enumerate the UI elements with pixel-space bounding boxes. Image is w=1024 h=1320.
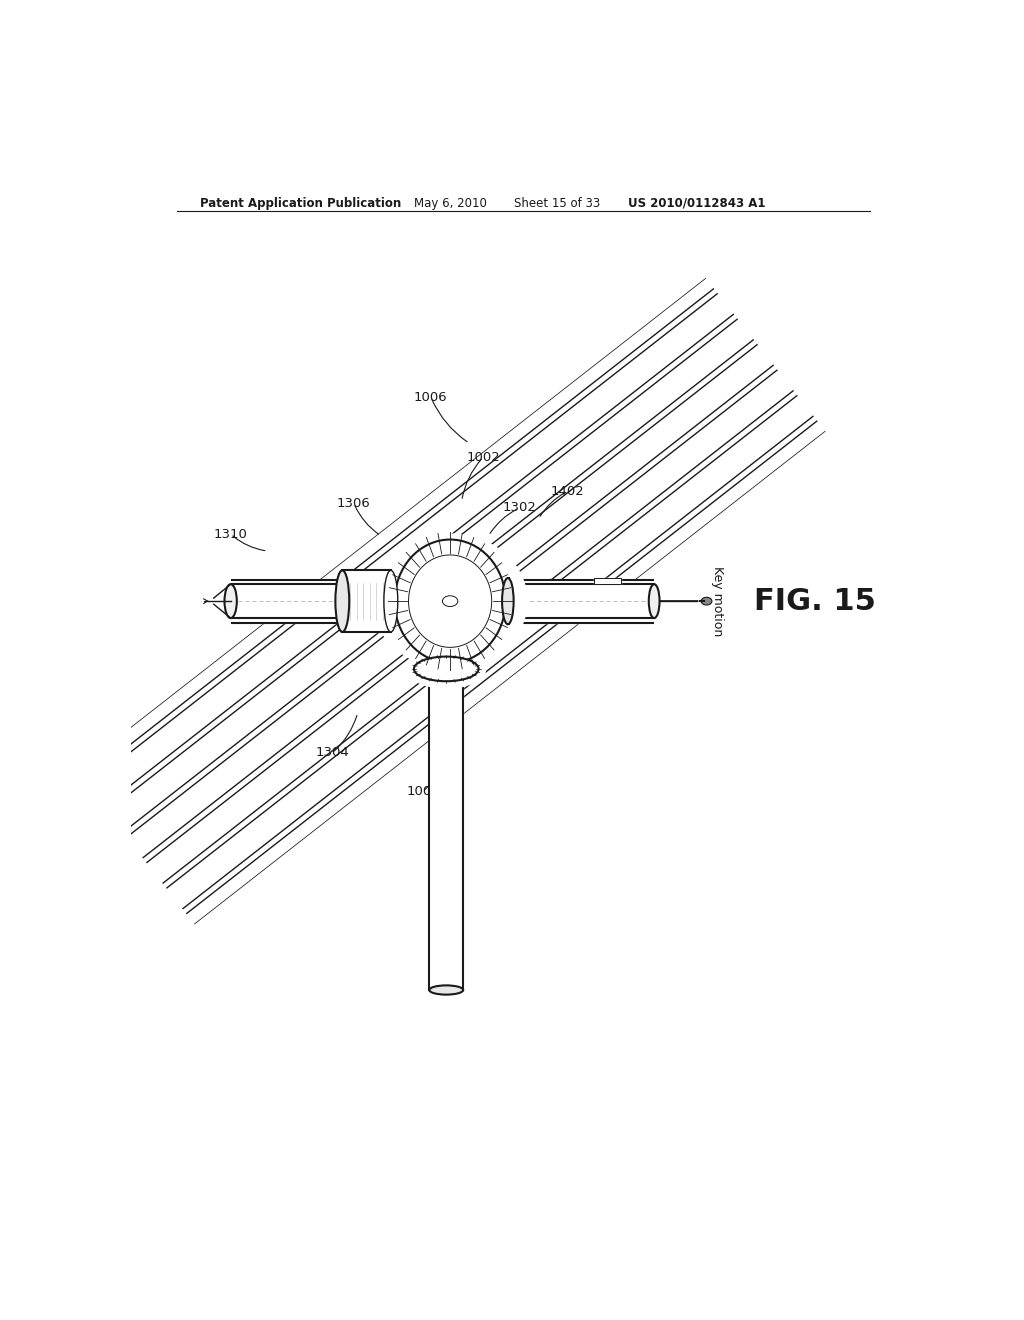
Text: 1402: 1402 bbox=[551, 484, 585, 498]
Text: FIG. 15: FIG. 15 bbox=[755, 586, 877, 615]
Text: 1304: 1304 bbox=[315, 746, 349, 759]
Text: Sheet 15 of 33: Sheet 15 of 33 bbox=[514, 197, 600, 210]
Text: May 6, 2010: May 6, 2010 bbox=[414, 197, 486, 210]
Ellipse shape bbox=[701, 597, 712, 605]
Ellipse shape bbox=[442, 595, 458, 607]
Ellipse shape bbox=[649, 585, 659, 618]
Ellipse shape bbox=[373, 533, 527, 669]
Text: 1302: 1302 bbox=[503, 502, 537, 515]
Ellipse shape bbox=[414, 656, 478, 681]
Ellipse shape bbox=[429, 985, 463, 995]
Ellipse shape bbox=[224, 585, 237, 618]
Text: US 2010/0112843 A1: US 2010/0112843 A1 bbox=[628, 197, 766, 210]
Text: 1006: 1006 bbox=[414, 391, 447, 404]
Text: 1002: 1002 bbox=[466, 450, 500, 463]
Ellipse shape bbox=[407, 649, 486, 689]
Text: Patent Application Publication: Patent Application Publication bbox=[200, 197, 401, 210]
Ellipse shape bbox=[336, 570, 349, 632]
Text: 1004: 1004 bbox=[407, 785, 440, 797]
Ellipse shape bbox=[502, 578, 514, 624]
Text: Key motion: Key motion bbox=[711, 566, 724, 636]
Polygon shape bbox=[214, 585, 230, 618]
Ellipse shape bbox=[394, 540, 506, 663]
Polygon shape bbox=[595, 578, 622, 585]
Text: 1502: 1502 bbox=[433, 643, 467, 656]
Text: 1306: 1306 bbox=[337, 496, 371, 510]
Ellipse shape bbox=[384, 570, 397, 632]
Text: 1310: 1310 bbox=[214, 528, 248, 541]
